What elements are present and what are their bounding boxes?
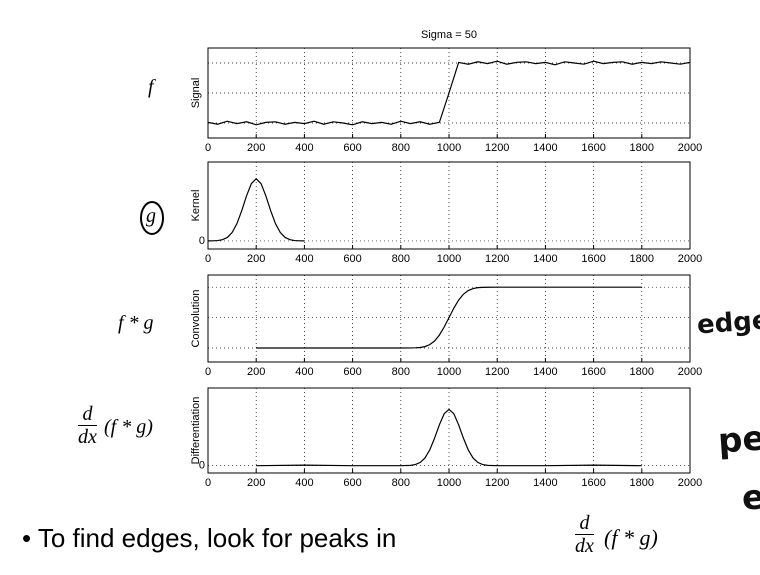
x-tick-label: 1600 [581, 366, 605, 378]
x-tick-label: 2000 [678, 253, 702, 265]
x-tick-label: 400 [295, 253, 313, 265]
x-tick-label: 1800 [630, 477, 654, 489]
x-tick-label: 1600 [581, 253, 605, 265]
handwriting: edge [696, 305, 760, 341]
y-tick-label: 0 [199, 235, 205, 247]
x-tick-label: 1200 [485, 142, 509, 154]
data-line [207, 60, 691, 126]
x-tick-label: 600 [343, 366, 361, 378]
x-tick-label: 1000 [437, 477, 461, 489]
x-tick-label: 2000 [678, 366, 702, 378]
x-tick-label: 1800 [630, 142, 654, 154]
x-tick-label: 800 [392, 142, 410, 154]
x-tick-label: 1400 [533, 253, 557, 265]
x-tick-label: 200 [247, 253, 265, 265]
x-tick-label: 600 [343, 253, 361, 265]
x-tick-label: 400 [295, 142, 313, 154]
y-axis-label: Convolution [190, 289, 202, 347]
x-tick-label: 1000 [437, 142, 461, 154]
x-tick-label: 400 [295, 477, 313, 489]
data-line [207, 177, 305, 242]
x-tick-label: 2000 [678, 477, 702, 489]
x-tick-label: 400 [295, 366, 313, 378]
label-fg: f * g [118, 312, 154, 334]
x-tick-label: 800 [392, 366, 410, 378]
x-tick-label: 1200 [485, 253, 509, 265]
y-tick-label: 0 [199, 460, 205, 472]
bullet-formula-rest: (f * g) [604, 525, 658, 550]
data-line [256, 408, 642, 467]
x-tick-label: 1400 [533, 477, 557, 489]
x-tick-label: 200 [247, 366, 265, 378]
label-g: g [146, 205, 156, 227]
handwriting: e [740, 477, 760, 519]
x-tick-label: 1000 [437, 366, 461, 378]
frac-num: d [575, 512, 594, 535]
bullet-text: To find edges, look for peaks in [37, 523, 397, 553]
plot-frame [207, 161, 691, 250]
bullet: • To find edges, look for peaks in [22, 523, 397, 553]
x-tick-label: 200 [247, 142, 265, 154]
x-tick-label: 1800 [630, 253, 654, 265]
x-tick-label: 1600 [581, 142, 605, 154]
x-tick-label: 200 [247, 477, 265, 489]
x-tick-label: 1600 [581, 477, 605, 489]
label-derivative-frac: d dx [78, 403, 97, 448]
chart-title: Sigma = 50 [421, 29, 477, 41]
label-f: f [148, 76, 154, 98]
x-tick-label: 1200 [485, 366, 509, 378]
x-tick-label: 1400 [533, 142, 557, 154]
frac-den: dx [575, 535, 594, 557]
x-tick-label: 600 [343, 477, 361, 489]
handwritten-circle [140, 201, 164, 235]
x-tick-label: 0 [205, 142, 211, 154]
x-tick-label: 1400 [533, 366, 557, 378]
bullet-frac: d dx [575, 512, 594, 557]
y-axis-label: Signal [190, 78, 202, 109]
frac-num: d [78, 403, 97, 426]
x-tick-label: 800 [392, 253, 410, 265]
x-tick-label: 800 [392, 477, 410, 489]
x-tick-label: 0 [205, 253, 211, 265]
plot-frame [207, 387, 691, 474]
x-tick-label: 2000 [678, 142, 702, 154]
x-tick-label: 1000 [437, 253, 461, 265]
x-tick-label: 600 [343, 142, 361, 154]
y-axis-label: Differentiation [190, 397, 202, 465]
label-derivative-rest: (f * g) [104, 416, 153, 438]
frac-den: dx [78, 426, 97, 448]
x-tick-label: 1200 [485, 477, 509, 489]
x-tick-label: 0 [205, 477, 211, 489]
handwriting: pe [716, 418, 760, 462]
x-tick-label: 0 [205, 366, 211, 378]
data-line [256, 286, 642, 349]
y-axis-label: Kernel [190, 190, 202, 222]
x-tick-label: 1800 [630, 366, 654, 378]
